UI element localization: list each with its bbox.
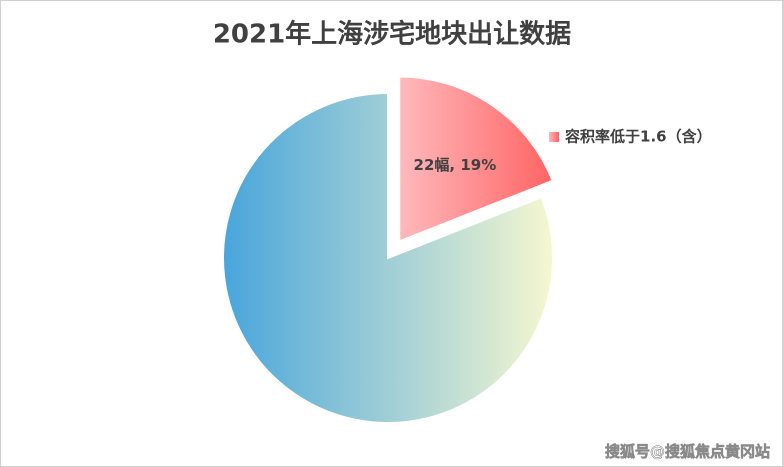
watermark: 搜狐号@搜狐焦点黄冈站	[605, 443, 770, 461]
legend-label: 容积率低于1.6（含）	[564, 128, 712, 146]
pie-slice	[398, 75, 554, 243]
chart-title: 2021年上海涉宅地块出让数据	[213, 19, 571, 50]
data-label: 22幅, 19%	[414, 156, 497, 174]
pie-slice	[222, 91, 554, 424]
legend-swatch	[549, 132, 559, 142]
